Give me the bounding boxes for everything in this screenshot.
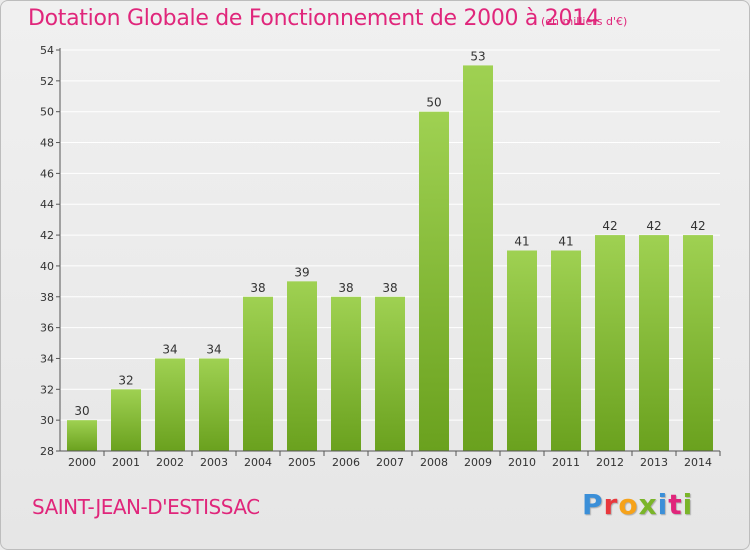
- bar: [287, 281, 317, 451]
- bar: [419, 111, 449, 451]
- y-tick-label: 30: [40, 414, 54, 427]
- x-tick-label: 2009: [464, 456, 492, 469]
- data-label: 50: [426, 96, 441, 110]
- x-tick-label: 2002: [156, 456, 184, 469]
- data-label: 41: [514, 235, 529, 249]
- data-label: 42: [690, 219, 705, 233]
- logo-letter: i: [682, 488, 694, 521]
- data-label: 38: [338, 281, 353, 295]
- bar: [463, 65, 493, 451]
- bar: [243, 296, 273, 451]
- x-tick-label: 2013: [640, 456, 668, 469]
- labels: 28 30 32 34 36 38 40 42 44 46 48 50 52 54 30 2000 32 2001…: [40, 44, 712, 469]
- x-tick-label: 2007: [376, 456, 404, 469]
- proxiti-logo[interactable]: Proxiti: [582, 488, 693, 521]
- logo-letter: i: [657, 488, 669, 521]
- y-tick-label: 54: [40, 44, 54, 57]
- y-tick-label: 50: [40, 106, 54, 119]
- y-tick-label: 28: [40, 445, 54, 458]
- x-tick-label: 2001: [112, 456, 140, 469]
- data-label: 53: [470, 49, 485, 63]
- chart-unit: (en milliers d'€): [541, 15, 628, 28]
- bars: [67, 65, 713, 451]
- y-tick-label: 36: [40, 322, 54, 335]
- x-tick-label: 2008: [420, 456, 448, 469]
- y-tick-label: 42: [40, 229, 54, 242]
- bar: [67, 420, 97, 451]
- x-tick-label: 2014: [684, 456, 712, 469]
- data-label: 32: [118, 373, 133, 387]
- commune-name: SAINT-JEAN-D'ESTISSAC: [32, 495, 260, 519]
- x-tick-label: 2006: [332, 456, 360, 469]
- y-tick-label: 38: [40, 291, 54, 304]
- bar: [199, 358, 229, 451]
- data-label: 38: [250, 281, 265, 295]
- data-label: 42: [602, 219, 617, 233]
- bar: [595, 235, 625, 451]
- y-tick-label: 44: [40, 198, 54, 211]
- x-tick-label: 2003: [200, 456, 228, 469]
- data-label: 41: [558, 235, 573, 249]
- y-tick-label: 40: [40, 260, 54, 273]
- bar: [551, 250, 581, 451]
- x-tick-label: 2004: [244, 456, 272, 469]
- y-tick-label: 34: [40, 352, 54, 365]
- x-tick-label: 2000: [68, 456, 96, 469]
- data-label: 38: [382, 281, 397, 295]
- x-tick-label: 2010: [508, 456, 536, 469]
- bar: [639, 235, 669, 451]
- data-label: 34: [162, 342, 177, 356]
- axes: [56, 48, 721, 456]
- logo-letter: P: [582, 488, 604, 521]
- y-tick-label: 32: [40, 383, 54, 396]
- data-label: 34: [206, 342, 221, 356]
- x-tick-label: 2011: [552, 456, 580, 469]
- bar: [111, 389, 141, 451]
- logo-letter: t: [668, 488, 683, 521]
- y-tick-label: 48: [40, 137, 54, 150]
- x-tick-label: 2012: [596, 456, 624, 469]
- logo-letter: o: [618, 488, 639, 521]
- bar: [683, 235, 713, 451]
- data-label: 39: [294, 265, 309, 279]
- bar: [331, 296, 361, 451]
- logo-letter: r: [603, 488, 619, 521]
- logo-letter: x: [638, 488, 658, 521]
- bar: [507, 250, 537, 451]
- bar: [375, 296, 405, 451]
- data-label: 42: [646, 219, 661, 233]
- bar: [155, 358, 185, 451]
- chart-title: Dotation Globale de Fonctionnement de 20…: [28, 6, 600, 31]
- data-label: 30: [74, 404, 89, 418]
- y-tick-label: 46: [40, 167, 54, 180]
- y-tick-label: 52: [40, 75, 54, 88]
- x-tick-label: 2005: [288, 456, 316, 469]
